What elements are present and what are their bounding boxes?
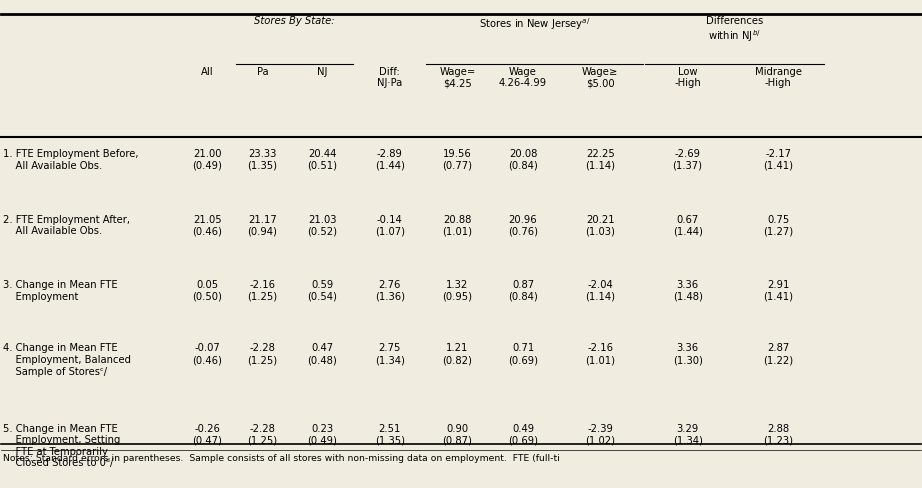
Text: Low
-High: Low -High xyxy=(674,67,701,88)
Text: 20.44
(0.51): 20.44 (0.51) xyxy=(307,149,337,171)
Text: 0.71
(0.69): 0.71 (0.69) xyxy=(508,344,538,365)
Text: 20.96
(0.76): 20.96 (0.76) xyxy=(508,215,538,237)
Text: 5. Change in Mean FTE
    Employment, Setting
    FTE at Temporarily
    Closed : 5. Change in Mean FTE Employment, Settin… xyxy=(4,424,121,468)
Text: 19.56
(0.77): 19.56 (0.77) xyxy=(443,149,472,171)
Text: -0.07
(0.46): -0.07 (0.46) xyxy=(193,344,222,365)
Text: Diff:
NJ·Pa: Diff: NJ·Pa xyxy=(377,67,402,88)
Text: -0.26
(0.47): -0.26 (0.47) xyxy=(193,424,222,445)
Text: Differences
within NJ$^{b/}$: Differences within NJ$^{b/}$ xyxy=(706,16,763,44)
Text: 21.03
(0.52): 21.03 (0.52) xyxy=(307,215,337,237)
Text: Midrange
-High: Midrange -High xyxy=(754,67,801,88)
Text: -2.17
(1.41): -2.17 (1.41) xyxy=(763,149,793,171)
Text: NJ: NJ xyxy=(317,67,327,77)
Text: 2.91
(1.41): 2.91 (1.41) xyxy=(763,281,793,302)
Text: Pa: Pa xyxy=(256,67,268,77)
Text: 1. FTE Employment Before,
    All Available Obs.: 1. FTE Employment Before, All Available … xyxy=(4,149,138,171)
Text: 2. FTE Employment After,
    All Available Obs.: 2. FTE Employment After, All Available O… xyxy=(4,215,130,237)
Text: 0.05
(0.50): 0.05 (0.50) xyxy=(193,281,222,302)
Text: -2.28
(1.25): -2.28 (1.25) xyxy=(247,344,278,365)
Text: Stores in New Jersey$^{a/}$: Stores in New Jersey$^{a/}$ xyxy=(479,16,590,32)
Text: 20.08
(0.84): 20.08 (0.84) xyxy=(508,149,538,171)
Text: 21.17
(0.94): 21.17 (0.94) xyxy=(247,215,278,237)
Text: Notes: Standard errors in parentheses.  Sample consists of all stores with non-m: Notes: Standard errors in parentheses. S… xyxy=(4,454,560,463)
Text: 23.33
(1.35): 23.33 (1.35) xyxy=(247,149,278,171)
Text: -2.16
(1.01): -2.16 (1.01) xyxy=(585,344,615,365)
Text: -2.69
(1.37): -2.69 (1.37) xyxy=(672,149,703,171)
Text: 20.88
(1.01): 20.88 (1.01) xyxy=(443,215,472,237)
Text: 1.21
(0.82): 1.21 (0.82) xyxy=(443,344,472,365)
Text: All: All xyxy=(201,67,214,77)
Text: 22.25
(1.14): 22.25 (1.14) xyxy=(585,149,615,171)
Text: 0.90
(0.87): 0.90 (0.87) xyxy=(443,424,472,445)
Text: 2.87
(1.22): 2.87 (1.22) xyxy=(763,344,793,365)
Text: 2.88
(1.23): 2.88 (1.23) xyxy=(763,424,793,445)
Text: -2.04
(1.14): -2.04 (1.14) xyxy=(585,281,615,302)
Text: 3. Change in Mean FTE
    Employment: 3. Change in Mean FTE Employment xyxy=(4,281,118,302)
Text: 1.32
(0.95): 1.32 (0.95) xyxy=(443,281,472,302)
Text: Wage
4.26-4.99: Wage 4.26-4.99 xyxy=(499,67,547,88)
Text: 0.67
(1.44): 0.67 (1.44) xyxy=(673,215,703,237)
Text: -2.89
(1.44): -2.89 (1.44) xyxy=(375,149,405,171)
Text: -0.14
(1.07): -0.14 (1.07) xyxy=(374,215,405,237)
Text: 2.76
(1.36): 2.76 (1.36) xyxy=(374,281,405,302)
Text: 3.36
(1.48): 3.36 (1.48) xyxy=(673,281,703,302)
Text: 2.75
(1.34): 2.75 (1.34) xyxy=(375,344,405,365)
Text: 21.00
(0.49): 21.00 (0.49) xyxy=(193,149,222,171)
Text: Wage≥
$5.00: Wage≥ $5.00 xyxy=(582,67,619,88)
Text: -2.16
(1.25): -2.16 (1.25) xyxy=(247,281,278,302)
Text: 2.51
(1.35): 2.51 (1.35) xyxy=(374,424,405,445)
Text: 0.59
(0.54): 0.59 (0.54) xyxy=(307,281,337,302)
Text: 3.36
(1.30): 3.36 (1.30) xyxy=(673,344,703,365)
Text: 3.29
(1.34): 3.29 (1.34) xyxy=(673,424,703,445)
Text: 20.21
(1.03): 20.21 (1.03) xyxy=(585,215,615,237)
Text: 0.75
(1.27): 0.75 (1.27) xyxy=(763,215,793,237)
Text: 4. Change in Mean FTE
    Employment, Balanced
    Sample of Storesᶜ/: 4. Change in Mean FTE Employment, Balanc… xyxy=(4,344,131,377)
Text: 0.87
(0.84): 0.87 (0.84) xyxy=(508,281,538,302)
Text: 0.49
(0.69): 0.49 (0.69) xyxy=(508,424,538,445)
Text: Stores By State:: Stores By State: xyxy=(254,16,335,26)
Text: Wage=
$4.25: Wage= $4.25 xyxy=(439,67,476,88)
Text: 0.23
(0.49): 0.23 (0.49) xyxy=(307,424,337,445)
Text: 21.05
(0.46): 21.05 (0.46) xyxy=(193,215,222,237)
Text: 0.47
(0.48): 0.47 (0.48) xyxy=(307,344,337,365)
Text: -2.39
(1.02): -2.39 (1.02) xyxy=(585,424,615,445)
Text: -2.28
(1.25): -2.28 (1.25) xyxy=(247,424,278,445)
